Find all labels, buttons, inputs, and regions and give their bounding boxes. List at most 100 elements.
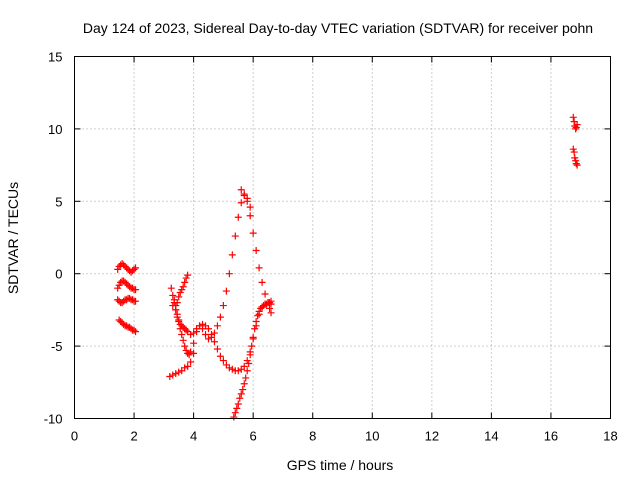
data-point: [173, 310, 181, 318]
data-point: [190, 349, 198, 357]
y-tick-label: -10: [44, 412, 63, 427]
data-point: [222, 287, 230, 295]
series-arc-c2: [569, 145, 581, 169]
data-point: [246, 351, 254, 359]
data-point: [130, 265, 138, 273]
data-point: [123, 322, 131, 330]
y-tick-label: 15: [48, 50, 62, 65]
data-point: [132, 297, 140, 305]
axis-ticks: [74, 56, 611, 419]
data-point: [129, 296, 137, 304]
data-point: [245, 359, 253, 367]
data-point: [237, 199, 245, 207]
data-point: [175, 316, 183, 324]
chart-title: Day 124 of 2023, Sidereal Day-to-day VTE…: [83, 20, 593, 36]
data-points: [114, 113, 581, 421]
data-point: [252, 247, 260, 255]
data-point: [202, 331, 210, 339]
x-tick-labels: 0 2 4 6 8 10 12 14 16 18: [71, 429, 618, 444]
data-point: [228, 251, 236, 259]
data-point: [219, 357, 227, 365]
data-point: [126, 294, 134, 302]
data-point: [207, 333, 215, 341]
y-tick-labels: -10 -5 0 5 10 15: [44, 50, 63, 427]
data-point: [130, 326, 138, 334]
data-point: [182, 326, 190, 334]
data-point: [219, 302, 227, 310]
data-point: [167, 284, 175, 292]
data-point: [190, 329, 198, 337]
data-point: [573, 121, 581, 129]
data-point: [249, 229, 257, 237]
data-point: [573, 161, 581, 169]
data-point: [251, 325, 259, 333]
data-point: [267, 309, 275, 317]
x-axis-label: GPS time / hours: [287, 457, 394, 473]
data-point: [261, 290, 269, 298]
data-point: [129, 284, 137, 292]
data-point: [240, 362, 248, 370]
data-point: [225, 364, 233, 372]
data-point: [132, 328, 140, 336]
data-point: [127, 325, 135, 333]
data-point: [205, 325, 212, 333]
data-point: [172, 306, 180, 314]
data-point: [264, 299, 272, 307]
data-point: [187, 331, 195, 339]
data-point: [213, 322, 221, 330]
data-point: [175, 368, 183, 376]
data-point: [258, 278, 266, 286]
data-point: [181, 364, 189, 372]
data-point: [216, 352, 224, 360]
data-point: [210, 338, 218, 346]
data-point: [176, 325, 184, 333]
x-tick-label: 4: [190, 429, 197, 444]
data-point: [199, 325, 207, 333]
data-point: [179, 336, 187, 344]
data-point: [132, 286, 140, 294]
data-point: [237, 390, 245, 398]
data-point: [184, 271, 192, 279]
data-point: [190, 339, 198, 347]
data-point: [234, 213, 242, 221]
data-point: [246, 212, 254, 220]
data-point: [205, 335, 212, 343]
data-point: [126, 283, 134, 291]
data-point: [242, 374, 250, 382]
data-point: [236, 394, 244, 402]
x-tick-label: 12: [425, 429, 439, 444]
x-tick-label: 2: [130, 429, 137, 444]
series-arc-a-top: [114, 260, 140, 276]
data-point: [187, 348, 195, 356]
series-arc-a-low: [114, 294, 140, 307]
x-tick-label: 0: [71, 429, 78, 444]
data-point: [248, 342, 256, 350]
data-point: [181, 278, 189, 286]
data-point: [263, 300, 271, 308]
data-point: [243, 367, 251, 375]
data-point: [234, 367, 242, 375]
data-point: [255, 264, 263, 272]
data-point: [254, 312, 262, 320]
data-point: [169, 291, 177, 299]
x-tick-label: 10: [365, 429, 379, 444]
data-point: [234, 400, 242, 408]
data-point: [266, 304, 274, 312]
data-point: [228, 365, 236, 373]
data-point: [166, 373, 174, 381]
data-point: [231, 409, 239, 417]
y-tick-label: 10: [48, 122, 62, 137]
data-point: [231, 232, 239, 240]
series-arc-b6: [237, 186, 275, 317]
data-point: [230, 413, 238, 421]
x-tick-label: 8: [309, 429, 316, 444]
data-point: [572, 160, 580, 168]
y-tick-label: -5: [51, 339, 63, 354]
data-point: [178, 331, 186, 339]
data-point: [132, 264, 140, 272]
data-point: [184, 349, 192, 357]
data-point: [120, 297, 128, 305]
data-point: [172, 370, 180, 378]
data-point: [233, 404, 241, 412]
